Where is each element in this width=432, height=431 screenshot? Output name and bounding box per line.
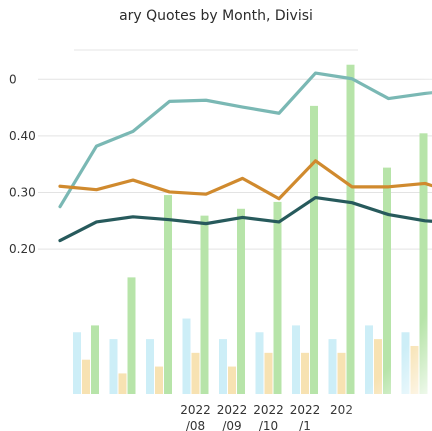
bar	[191, 352, 200, 394]
bar	[82, 359, 90, 394]
bar	[365, 325, 373, 394]
bar	[410, 345, 419, 394]
bar	[219, 339, 227, 394]
bar	[164, 195, 172, 394]
bar	[146, 339, 154, 394]
bar	[374, 339, 382, 394]
bar	[228, 366, 236, 394]
bar	[292, 325, 300, 394]
x-tick-label: 2022	[180, 403, 211, 417]
bar	[383, 167, 391, 394]
bar	[255, 332, 264, 394]
bar	[401, 332, 410, 394]
bar	[237, 208, 245, 394]
bar	[109, 339, 118, 394]
x-tick-label: 202	[330, 403, 353, 417]
bar	[301, 352, 309, 394]
y-tick-label: 0	[9, 72, 17, 86]
x-tick-label: 2022	[253, 403, 284, 417]
series-line	[58, 195, 432, 243]
bar	[337, 352, 346, 394]
bar	[346, 64, 355, 394]
series-line	[58, 159, 432, 201]
x-tick-label: 2022	[217, 403, 248, 417]
x-tick-label: /08	[186, 419, 205, 431]
x-tick-label: /1	[299, 419, 311, 431]
bar	[118, 373, 127, 394]
bar	[73, 332, 81, 394]
bar	[273, 201, 282, 394]
x-tick-label: /09	[222, 419, 241, 431]
bar	[127, 277, 136, 394]
bar	[91, 325, 99, 394]
bar	[264, 352, 273, 394]
y-tick-label: 0.20	[9, 242, 36, 256]
y-tick-label: 0.40	[9, 129, 36, 143]
bar	[182, 318, 191, 394]
bar	[310, 105, 318, 394]
bar	[200, 215, 209, 394]
bar	[155, 366, 163, 394]
bar	[328, 339, 337, 394]
x-tick-label: 2022	[290, 403, 321, 417]
bar	[419, 133, 428, 394]
x-tick-label: /10	[259, 419, 278, 431]
y-tick-label: 0.30	[9, 186, 36, 200]
